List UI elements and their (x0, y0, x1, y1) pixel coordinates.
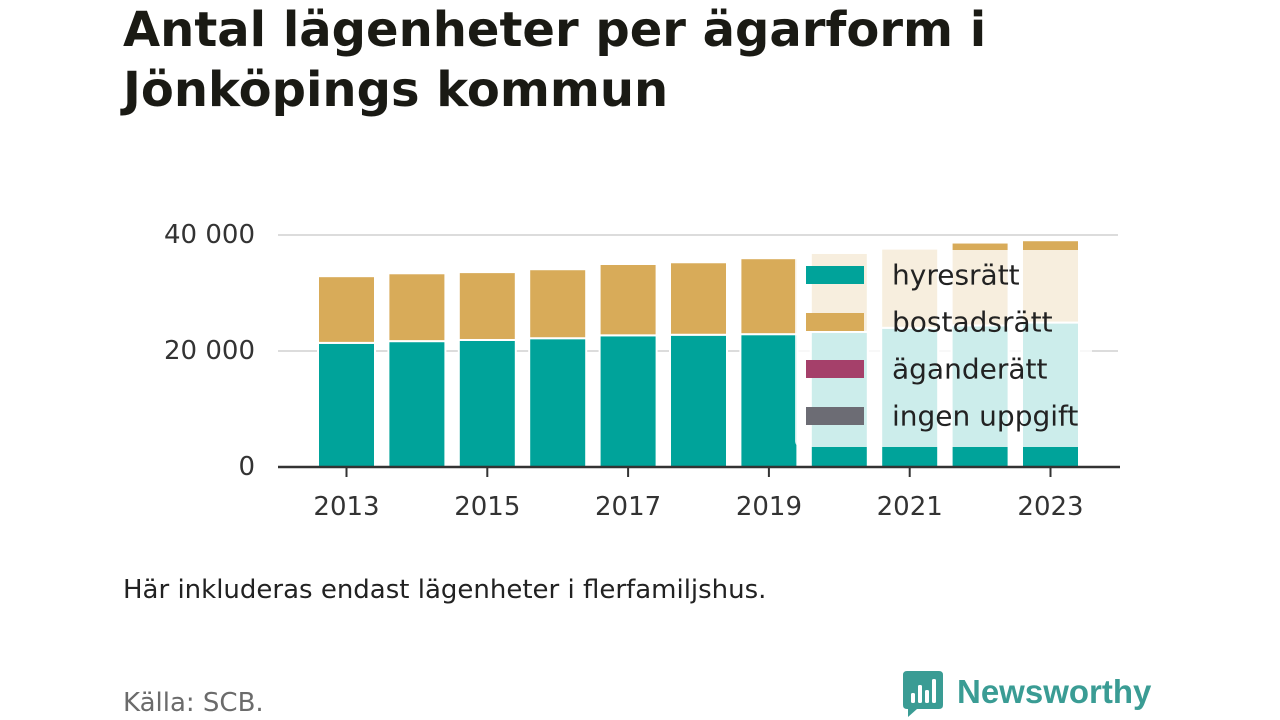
stacked-bar-chart: 0 20 000 40 000 2013 2015 2017 2019 2021 2023 hyr… (164, 220, 1120, 522)
legend-label-ingen-uppgift: ingen uppgift (892, 400, 1078, 433)
x-tick-label: 2013 (313, 492, 379, 522)
y-tick-label: 0 (238, 452, 255, 482)
bar-bostadsratt-2019 (739, 257, 799, 336)
legend-label-bostadsratt: bostadsrätt (892, 306, 1053, 339)
x-tick-label: 2017 (595, 492, 661, 522)
bar-hyresratt-2015 (457, 338, 517, 468)
y-axis-labels: 0 20 000 40 000 (164, 220, 255, 482)
bar-hyresratt-2018 (669, 333, 728, 468)
chart-title: Antal lägenheter per ägarform i Jönköpin… (123, 2, 987, 118)
bar-bostadsratt-2013 (317, 275, 376, 344)
legend: hyresrätt bostadsrätt äganderätt ingen uppg… (795, 250, 1092, 447)
bar-bostadsratt-2017 (598, 263, 658, 337)
newsworthy-logo: Newsworthy (902, 671, 1151, 718)
bar-bostadsratt-2018 (669, 261, 728, 336)
bar-hyresratt-2014 (387, 340, 447, 468)
x-tick-label: 2021 (877, 492, 943, 522)
x-axis-labels: 2013 2015 2017 2019 2021 2023 (313, 467, 1084, 522)
legend-item-hyresratt: hyresrätt (806, 259, 1020, 292)
bar-hyresratt-2013 (317, 341, 376, 469)
bar-bostadsratt-2016 (528, 268, 588, 340)
bar-bostadsratt-2015 (457, 271, 517, 341)
bar-bostadsratt-2014 (387, 272, 447, 343)
bar-hyresratt-2017 (598, 334, 658, 468)
legend-swatch-bostadsratt (806, 313, 864, 331)
legend-item-aganderatt: äganderätt (806, 353, 1047, 386)
legend-swatch-aganderatt (806, 360, 864, 378)
bar-hyresratt-2019 (739, 333, 799, 468)
source-credit: Källa: SCB. (123, 688, 264, 718)
brand-name: Newsworthy (957, 673, 1152, 710)
x-tick-label: 2019 (736, 492, 802, 522)
newsworthy-logo-icon (903, 671, 943, 717)
y-tick-label: 20 000 (164, 336, 255, 366)
legend-swatch-hyresratt (806, 266, 864, 284)
x-tick-label: 2023 (1017, 492, 1083, 522)
legend-item-ingen-uppgift: ingen uppgift (806, 400, 1078, 433)
x-tick-label: 2015 (454, 492, 520, 522)
legend-swatch-ingen-uppgift (806, 407, 864, 425)
legend-item-bostadsratt: bostadsrätt (806, 306, 1053, 339)
legend-label-aganderatt: äganderätt (892, 353, 1047, 386)
bar-hyresratt-2016 (528, 337, 588, 468)
legend-label-hyresratt: hyresrätt (892, 259, 1020, 292)
y-tick-label: 40 000 (164, 220, 255, 250)
legend-background (795, 250, 1092, 447)
chart-note: Här inkluderas endast lägenheter i flerf… (123, 575, 767, 605)
